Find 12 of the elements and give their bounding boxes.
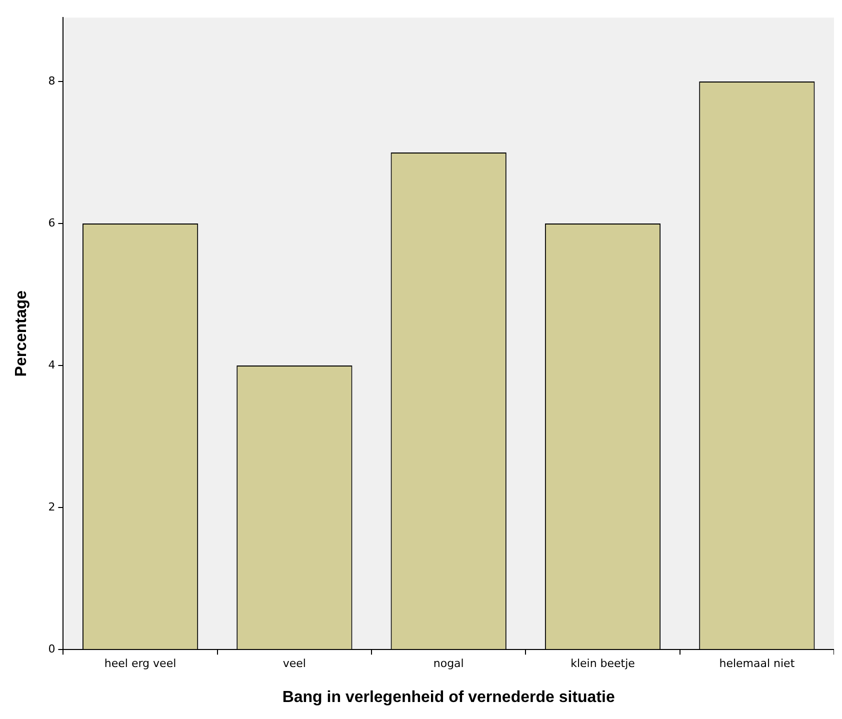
y-tick-label: 6 bbox=[48, 216, 56, 230]
x-axis-title: Bang in verlegenheid of vernederde situatie bbox=[282, 688, 615, 706]
y-tick-label: 2 bbox=[48, 500, 56, 514]
x-tick-label: helemaal niet bbox=[719, 657, 796, 670]
x-tick-label: veel bbox=[282, 657, 306, 670]
y-axis-title: Percentage bbox=[13, 290, 30, 377]
y-tick-label: 8 bbox=[48, 74, 56, 88]
y-tick-label: 0 bbox=[48, 642, 56, 656]
x-tick-label: klein beetje bbox=[570, 657, 636, 670]
y-tick-label: 4 bbox=[48, 358, 56, 372]
x-tick-label: heel erg veel bbox=[104, 657, 176, 670]
x-tick-label: nogal bbox=[433, 657, 464, 670]
